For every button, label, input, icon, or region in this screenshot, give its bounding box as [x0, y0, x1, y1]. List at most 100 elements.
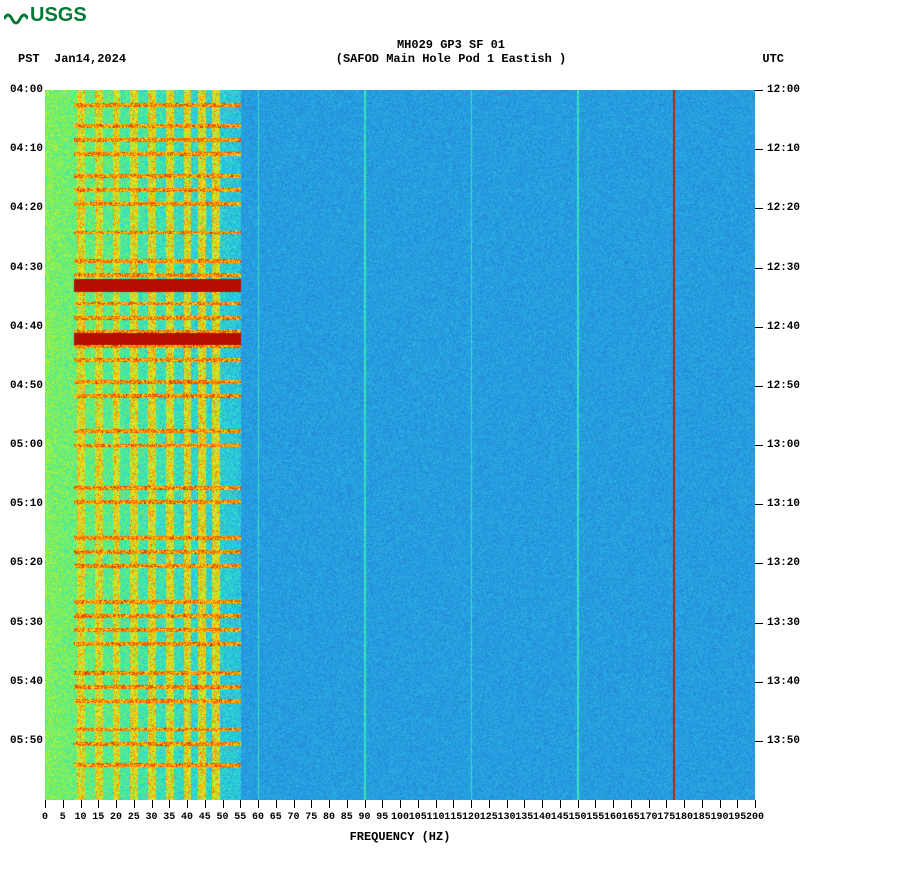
x-tick-label: 10	[74, 812, 86, 823]
x-tick-label: 190	[710, 812, 728, 823]
y-tick-left: 04:20	[10, 202, 43, 214]
x-tick-mark	[240, 800, 241, 808]
x-tick-mark	[631, 800, 632, 808]
x-tick-mark	[116, 800, 117, 808]
x-tick-mark	[329, 800, 330, 808]
spectrogram-container	[45, 90, 755, 800]
x-tick-label: 65	[270, 812, 282, 823]
x-tick-mark	[418, 800, 419, 808]
y-tick-left: 04:50	[10, 380, 43, 392]
x-tick-mark	[152, 800, 153, 808]
y-tick-mark	[755, 623, 763, 624]
x-tick-label: 155	[586, 812, 604, 823]
y-tick-left: 05:00	[10, 439, 43, 451]
y-tick-right: 13:30	[767, 617, 800, 629]
y-tick-right: 13:10	[767, 498, 800, 510]
x-tick-mark	[258, 800, 259, 808]
y-tick-mark	[755, 445, 763, 446]
x-tick-label: 130	[497, 812, 515, 823]
x-tick-label: 20	[110, 812, 122, 823]
x-tick-label: 175	[657, 812, 675, 823]
x-tick-mark	[702, 800, 703, 808]
y-tick-left: 04:40	[10, 321, 43, 333]
x-tick-mark	[595, 800, 596, 808]
y-tick-mark	[755, 386, 763, 387]
x-tick-mark	[365, 800, 366, 808]
x-tick-mark	[98, 800, 99, 808]
x-tick-mark	[81, 800, 82, 808]
x-tick-label: 110	[426, 812, 444, 823]
x-tick-mark	[720, 800, 721, 808]
y-tick-mark	[755, 563, 763, 564]
x-tick-mark	[45, 800, 46, 808]
x-tick-mark	[311, 800, 312, 808]
x-tick-label: 135	[515, 812, 533, 823]
x-tick-mark	[560, 800, 561, 808]
x-tick-label: 125	[480, 812, 498, 823]
x-tick-mark	[524, 800, 525, 808]
x-tick-mark	[613, 800, 614, 808]
x-tick-mark	[542, 800, 543, 808]
x-tick-mark	[649, 800, 650, 808]
x-tick-label: 45	[199, 812, 211, 823]
y-tick-left: 04:30	[10, 262, 43, 274]
x-tick-label: 145	[551, 812, 569, 823]
x-tick-label: 5	[60, 812, 66, 823]
y-tick-right: 13:20	[767, 557, 800, 569]
left-timezone-label: PST Jan14,2024	[18, 52, 126, 66]
x-tick-label: 95	[376, 812, 388, 823]
y-tick-right: 12:40	[767, 321, 800, 333]
x-tick-label: 55	[234, 812, 246, 823]
y-tick-mark	[755, 327, 763, 328]
x-tick-label: 35	[163, 812, 175, 823]
x-axis-label: FREQUENCY (HZ)	[45, 830, 755, 844]
x-tick-mark	[755, 800, 756, 808]
x-tick-mark	[578, 800, 579, 808]
x-tick-mark	[63, 800, 64, 808]
logo-text: USGS	[30, 4, 87, 27]
spectrogram-heatmap	[45, 90, 755, 800]
x-tick-label: 180	[675, 812, 693, 823]
x-tick-mark	[347, 800, 348, 808]
x-tick-label: 80	[323, 812, 335, 823]
x-tick-mark	[205, 800, 206, 808]
y-axis-left: 04:0004:1004:2004:3004:4004:5005:0005:10…	[0, 90, 45, 800]
y-tick-right: 13:40	[767, 676, 800, 688]
x-tick-label: 85	[341, 812, 353, 823]
x-axis: 0510152025303540455055606570758085909510…	[45, 800, 755, 830]
y-tick-mark	[755, 208, 763, 209]
x-tick-label: 0	[42, 812, 48, 823]
x-tick-mark	[489, 800, 490, 808]
x-tick-label: 200	[746, 812, 764, 823]
right-timezone-label: UTC	[762, 52, 784, 66]
y-tick-mark	[755, 149, 763, 150]
y-tick-right: 12:10	[767, 143, 800, 155]
y-tick-left: 05:10	[10, 498, 43, 510]
y-axis-right: 12:0012:1012:2012:3012:4012:5013:0013:10…	[755, 90, 805, 800]
y-tick-right: 13:50	[767, 735, 800, 747]
x-tick-label: 50	[216, 812, 228, 823]
y-tick-left: 04:00	[10, 84, 43, 96]
x-tick-label: 30	[145, 812, 157, 823]
x-tick-mark	[400, 800, 401, 808]
x-tick-label: 160	[604, 812, 622, 823]
y-tick-right: 12:00	[767, 84, 800, 96]
y-tick-right: 13:00	[767, 439, 800, 451]
y-tick-mark	[755, 682, 763, 683]
x-tick-label: 195	[728, 812, 746, 823]
x-tick-label: 15	[92, 812, 104, 823]
x-tick-label: 165	[622, 812, 640, 823]
x-tick-mark	[382, 800, 383, 808]
x-tick-label: 60	[252, 812, 264, 823]
y-tick-mark	[755, 504, 763, 505]
x-tick-mark	[471, 800, 472, 808]
x-tick-mark	[223, 800, 224, 808]
x-tick-mark	[436, 800, 437, 808]
x-tick-label: 140	[533, 812, 551, 823]
x-tick-mark	[684, 800, 685, 808]
x-tick-label: 150	[568, 812, 586, 823]
y-tick-right: 12:50	[767, 380, 800, 392]
y-tick-left: 05:20	[10, 557, 43, 569]
x-tick-mark	[666, 800, 667, 808]
y-tick-right: 12:20	[767, 202, 800, 214]
